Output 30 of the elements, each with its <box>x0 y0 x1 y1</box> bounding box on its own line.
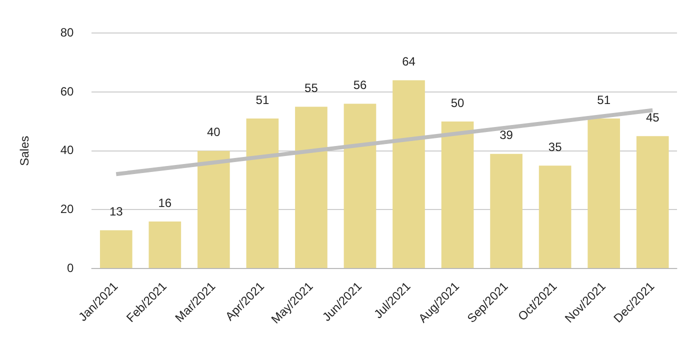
data-label: 51 <box>597 92 611 107</box>
y-tick-label: 0 <box>67 260 74 275</box>
y-tick-label: 80 <box>60 26 74 40</box>
bar <box>490 154 522 268</box>
data-label: 45 <box>646 110 660 124</box>
y-tick-label: 60 <box>60 84 74 98</box>
y-tick-label: 40 <box>60 143 74 158</box>
data-label: 56 <box>353 78 367 92</box>
data-label: 16 <box>158 196 172 210</box>
bar <box>198 150 230 268</box>
data-label: 55 <box>304 81 318 96</box>
data-label: 35 <box>548 140 562 154</box>
data-label: 39 <box>500 128 514 142</box>
bar <box>588 118 620 268</box>
y-tick-label: 20 <box>60 202 74 216</box>
bar <box>148 221 182 268</box>
data-label: 40 <box>206 125 221 140</box>
bar <box>392 80 425 268</box>
data-label: 50 <box>450 96 465 110</box>
bar <box>441 121 474 268</box>
bar <box>344 104 376 268</box>
data-label: 13 <box>109 204 124 219</box>
bar <box>100 230 132 268</box>
data-label: 51 <box>256 92 270 107</box>
bar <box>538 166 572 268</box>
data-label: 64 <box>402 54 416 69</box>
bar <box>295 106 328 268</box>
bar <box>636 136 669 268</box>
y-axis-title: Sales <box>18 136 32 166</box>
bar <box>246 118 279 268</box>
